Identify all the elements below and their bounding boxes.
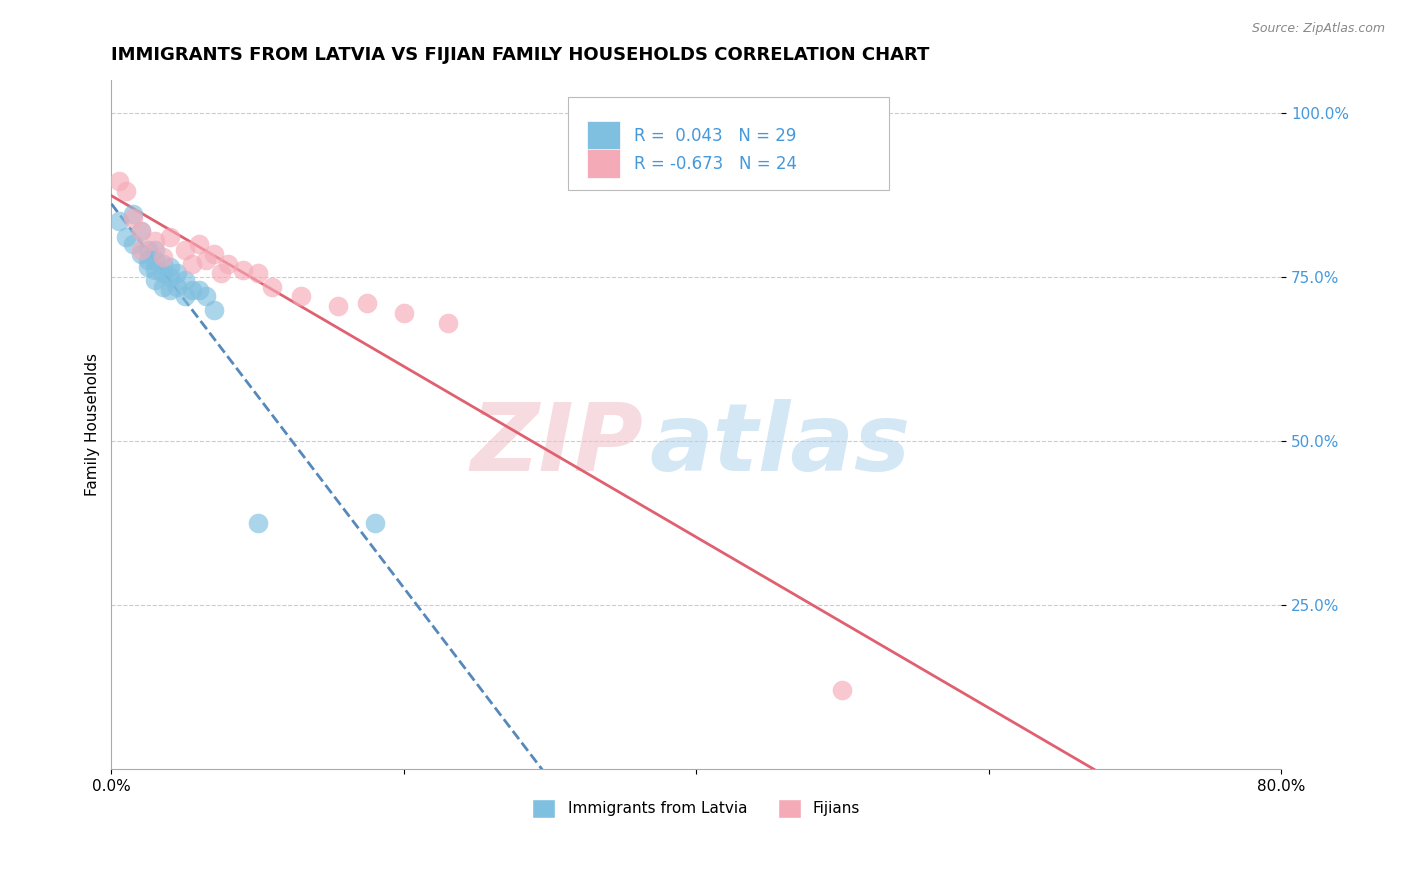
Point <box>173 273 195 287</box>
Text: R =  0.043   N = 29: R = 0.043 N = 29 <box>634 127 797 145</box>
Point <box>143 273 166 287</box>
Point <box>159 260 181 274</box>
Point <box>180 256 202 270</box>
Point <box>115 230 138 244</box>
Text: IMMIGRANTS FROM LATVIA VS FIJIAN FAMILY HOUSEHOLDS CORRELATION CHART: IMMIGRANTS FROM LATVIA VS FIJIAN FAMILY … <box>111 46 929 64</box>
Point <box>180 283 202 297</box>
Point <box>143 263 166 277</box>
FancyBboxPatch shape <box>588 149 620 178</box>
Point <box>188 283 211 297</box>
Point <box>107 214 129 228</box>
Text: ZIP: ZIP <box>471 400 644 491</box>
Point <box>115 184 138 198</box>
Point <box>143 253 166 268</box>
Point <box>136 244 159 258</box>
Legend: Immigrants from Latvia, Fijians: Immigrants from Latvia, Fijians <box>526 793 866 823</box>
Point <box>246 267 269 281</box>
Point <box>195 253 218 268</box>
Text: R = -0.673   N = 24: R = -0.673 N = 24 <box>634 155 797 173</box>
Point <box>159 230 181 244</box>
Point <box>129 246 152 260</box>
Point <box>392 306 415 320</box>
Point <box>129 224 152 238</box>
Point <box>262 279 284 293</box>
Point <box>326 299 349 313</box>
Point <box>152 279 174 293</box>
Point <box>290 289 312 303</box>
Point <box>188 236 211 251</box>
Point <box>232 263 254 277</box>
Point <box>159 269 181 284</box>
Point <box>136 253 159 268</box>
Point <box>246 516 269 530</box>
Point <box>122 211 145 225</box>
Point <box>209 267 232 281</box>
Point <box>831 683 853 698</box>
Point <box>436 316 458 330</box>
Point <box>143 234 166 248</box>
Point <box>129 244 152 258</box>
FancyBboxPatch shape <box>588 121 620 150</box>
Text: atlas: atlas <box>650 400 911 491</box>
Point <box>363 516 385 530</box>
Point <box>202 246 225 260</box>
Point <box>152 267 174 281</box>
Point <box>173 289 195 303</box>
FancyBboxPatch shape <box>568 97 889 190</box>
Point <box>152 250 174 264</box>
Point <box>122 207 145 221</box>
Point <box>356 296 378 310</box>
Point <box>217 256 239 270</box>
Point <box>173 244 195 258</box>
Point <box>129 224 152 238</box>
Point <box>166 279 188 293</box>
Point <box>166 267 188 281</box>
Point <box>136 260 159 274</box>
Point <box>143 244 166 258</box>
Point <box>202 302 225 317</box>
Point <box>152 256 174 270</box>
Point <box>195 289 218 303</box>
Point <box>107 174 129 188</box>
Text: Source: ZipAtlas.com: Source: ZipAtlas.com <box>1251 22 1385 36</box>
Point <box>159 283 181 297</box>
Y-axis label: Family Households: Family Households <box>86 353 100 496</box>
Point <box>122 236 145 251</box>
